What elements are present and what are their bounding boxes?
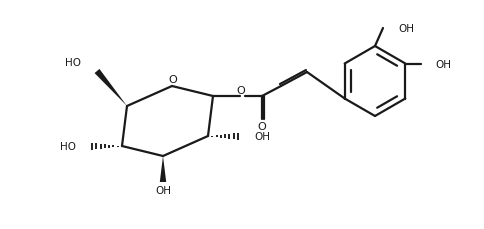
Text: HO: HO (60, 141, 76, 151)
Text: HO: HO (65, 58, 81, 68)
Text: O: O (257, 121, 266, 131)
Text: OH: OH (155, 185, 171, 195)
Text: OH: OH (397, 24, 413, 34)
Text: O: O (168, 75, 177, 85)
Polygon shape (94, 70, 127, 106)
Text: OH: OH (435, 59, 451, 69)
Text: O: O (236, 86, 245, 95)
Polygon shape (159, 156, 166, 182)
Text: OH: OH (254, 131, 270, 141)
